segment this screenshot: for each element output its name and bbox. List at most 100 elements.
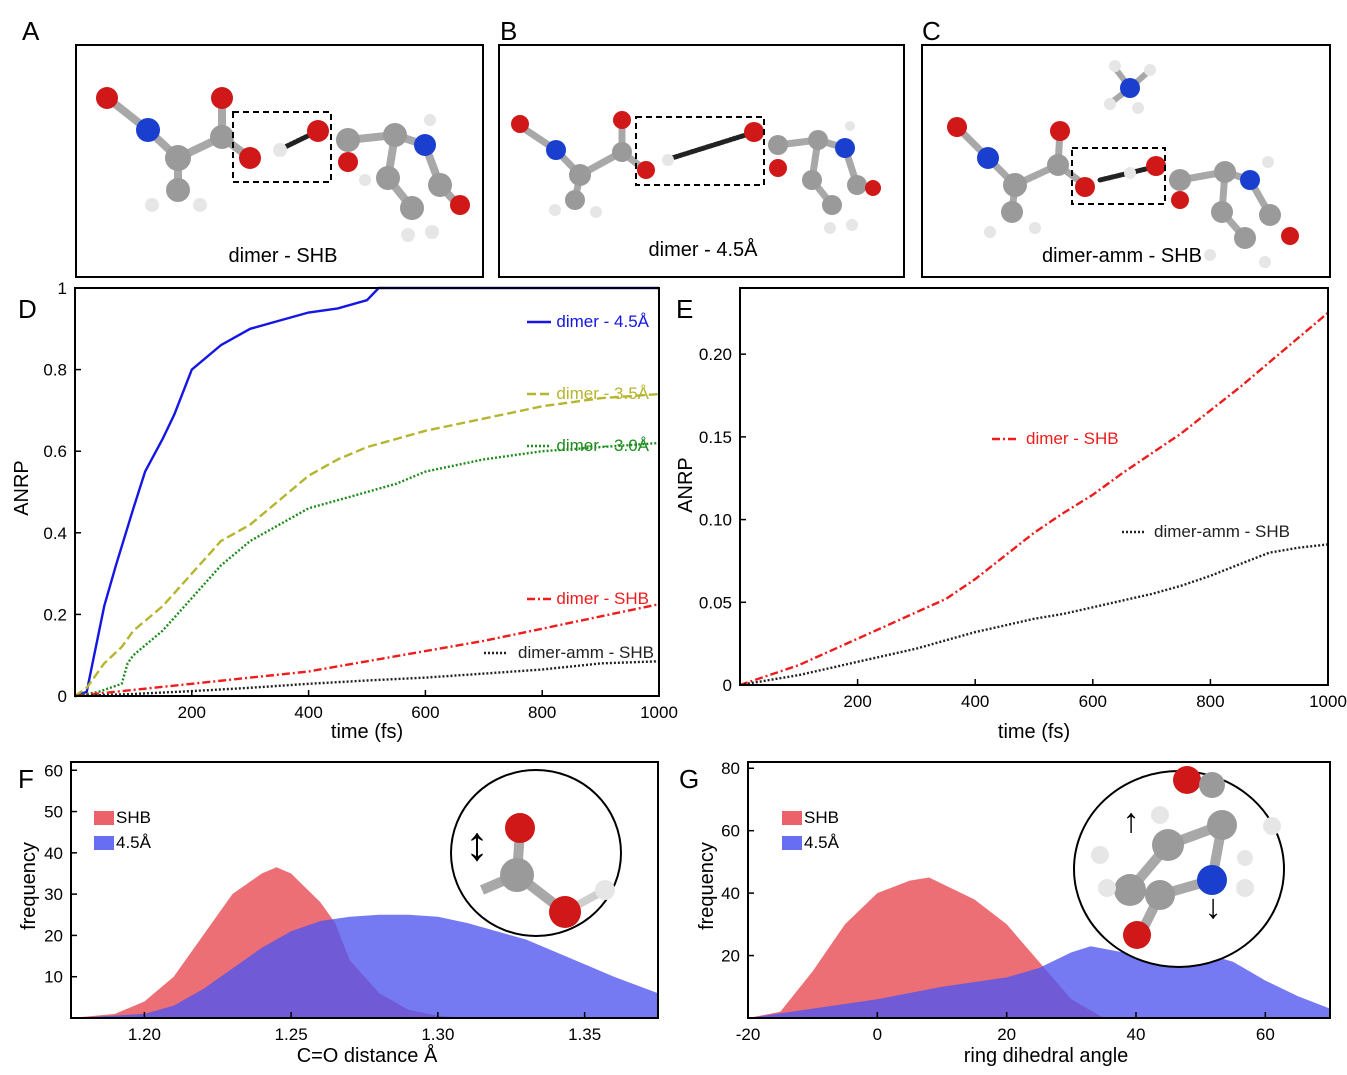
y-tick-label: 60 (44, 761, 63, 780)
y-tick-label: 0 (58, 687, 67, 706)
y-tick-label: 0.15 (699, 428, 732, 447)
y-axis-label: frequency (18, 842, 40, 930)
y-tick-label: 0.2 (43, 605, 67, 624)
molecule-c (947, 60, 1299, 268)
y-axis-label: ANRP (675, 457, 697, 513)
inset-f: ↕ (450, 769, 622, 937)
legend-swatch-1 (782, 836, 802, 850)
series-area-1 (71, 914, 658, 1018)
panel-c: dimer-amm - SHB (921, 44, 1331, 278)
y-tick-label: 60 (721, 822, 740, 841)
x-tick-label: 1.25 (275, 1025, 308, 1044)
legend-label-0: SHB (116, 808, 151, 827)
x-tick-label: 600 (1079, 692, 1107, 711)
plot-frame (74, 287, 660, 697)
x-tick-label: 400 (961, 692, 989, 711)
legend-label-0: dimer - 4.5Å (556, 312, 649, 331)
y-tick-label: 0.10 (699, 511, 732, 530)
y-axis-label: frequency (696, 842, 718, 930)
x-tick-label: 800 (528, 703, 556, 722)
plot-frame (70, 761, 659, 1019)
legend-label-1: 4.5Å (116, 833, 152, 852)
hbond-box-c (1071, 147, 1166, 205)
x-tick-label: 800 (1196, 692, 1224, 711)
inset-f-circle (450, 769, 622, 937)
panel-letter-e: E (676, 294, 693, 324)
y-tick-label: 0.6 (43, 442, 67, 461)
x-tick-label: 60 (1256, 1025, 1275, 1044)
x-tick-label: 1000 (1309, 692, 1347, 711)
series-line-0 (74, 286, 659, 698)
x-tick-label: 1.30 (421, 1025, 454, 1044)
x-tick-label: 400 (294, 703, 322, 722)
x-tick-label: 200 (178, 703, 206, 722)
panel-a-frame (75, 44, 484, 278)
panel-letter-d: D (18, 294, 37, 324)
y-tick-label: 30 (44, 885, 63, 904)
legend-label-1: 4.5Å (804, 833, 840, 852)
x-axis-label: C=O distance Å (297, 1044, 438, 1067)
panel-letter-c: C (922, 16, 941, 46)
down-arrow-icon: ↓ (1205, 888, 1222, 926)
legend-label-3: dimer - SHB (556, 589, 649, 608)
x-tick-label: 20 (997, 1025, 1016, 1044)
panel-letter-b: B (500, 16, 517, 46)
panel-b-caption: dimer - 4.5Å (649, 238, 759, 261)
x-tick-label: -20 (736, 1025, 761, 1044)
y-tick-label: 10 (44, 968, 63, 987)
legend-label-1: dimer - 3.5Å (556, 384, 649, 403)
series-line-4 (74, 660, 660, 698)
series-area-0 (71, 867, 468, 1018)
hbond-box-b (635, 116, 765, 186)
y-tick-label: 0 (723, 676, 732, 695)
x-tick-label: 0 (873, 1025, 882, 1044)
inset-g: ↑ ↓ (1073, 766, 1285, 968)
y-tick-label: 20 (44, 926, 63, 945)
y-tick-label: 0.05 (699, 593, 732, 612)
panel-b: dimer - 4.5Å (498, 44, 905, 278)
panel-c-caption: dimer-amm - SHB (1042, 245, 1202, 267)
legend-label-0: dimer - SHB (1026, 429, 1119, 448)
panel-letter-f: F (18, 764, 34, 794)
series-line-1 (739, 543, 1329, 687)
y-axis-label: ANRP (11, 460, 33, 516)
plot-frame (739, 287, 1329, 686)
panel-a: dimer - SHB (75, 44, 484, 278)
y-tick-label: 0.8 (43, 361, 67, 380)
molecule-b (511, 111, 881, 234)
chart-f: F SHB 4.5Å 1.20 1.25 1.30 1.35 10 20 30 40 50 60 C=O … (18, 761, 659, 1067)
x-axis-label: time (fs) (998, 721, 1070, 743)
series-line-0 (739, 311, 1329, 687)
legend-swatch-1 (94, 836, 114, 850)
y-tick-label: 40 (721, 884, 740, 903)
legend-label-0: SHB (804, 808, 839, 827)
y-tick-label: 40 (44, 844, 63, 863)
series-line-2 (74, 441, 660, 698)
y-tick-label: 50 (44, 803, 63, 822)
x-tick-label: 200 (843, 692, 871, 711)
inset-g-circle (1073, 770, 1285, 968)
y-tick-label: 20 (721, 947, 740, 966)
panel-a-caption: dimer - SHB (229, 245, 338, 267)
x-axis-label: ring dihedral angle (964, 1045, 1129, 1067)
legend-swatch-0 (782, 811, 802, 825)
y-tick-label: 80 (721, 759, 740, 778)
panel-b-frame (498, 44, 905, 278)
y-tick-label: 0.4 (43, 524, 67, 543)
series-line-3 (74, 603, 660, 698)
legend-label-1: dimer-amm - SHB (1154, 522, 1290, 541)
hbond-box-a (232, 111, 332, 183)
double-arrow-icon: ↕ (465, 818, 489, 871)
x-tick-label: 1.20 (128, 1025, 161, 1044)
panel-letter-a: A (22, 16, 40, 46)
panel-c-frame (921, 44, 1331, 278)
molecule-a (96, 87, 470, 242)
y-tick-label: 1 (58, 279, 67, 298)
x-tick-label: 1000 (640, 703, 678, 722)
x-axis-label: time (fs) (331, 721, 403, 743)
panel-letter-g: G (679, 764, 699, 794)
ammonium (1120, 78, 1140, 98)
